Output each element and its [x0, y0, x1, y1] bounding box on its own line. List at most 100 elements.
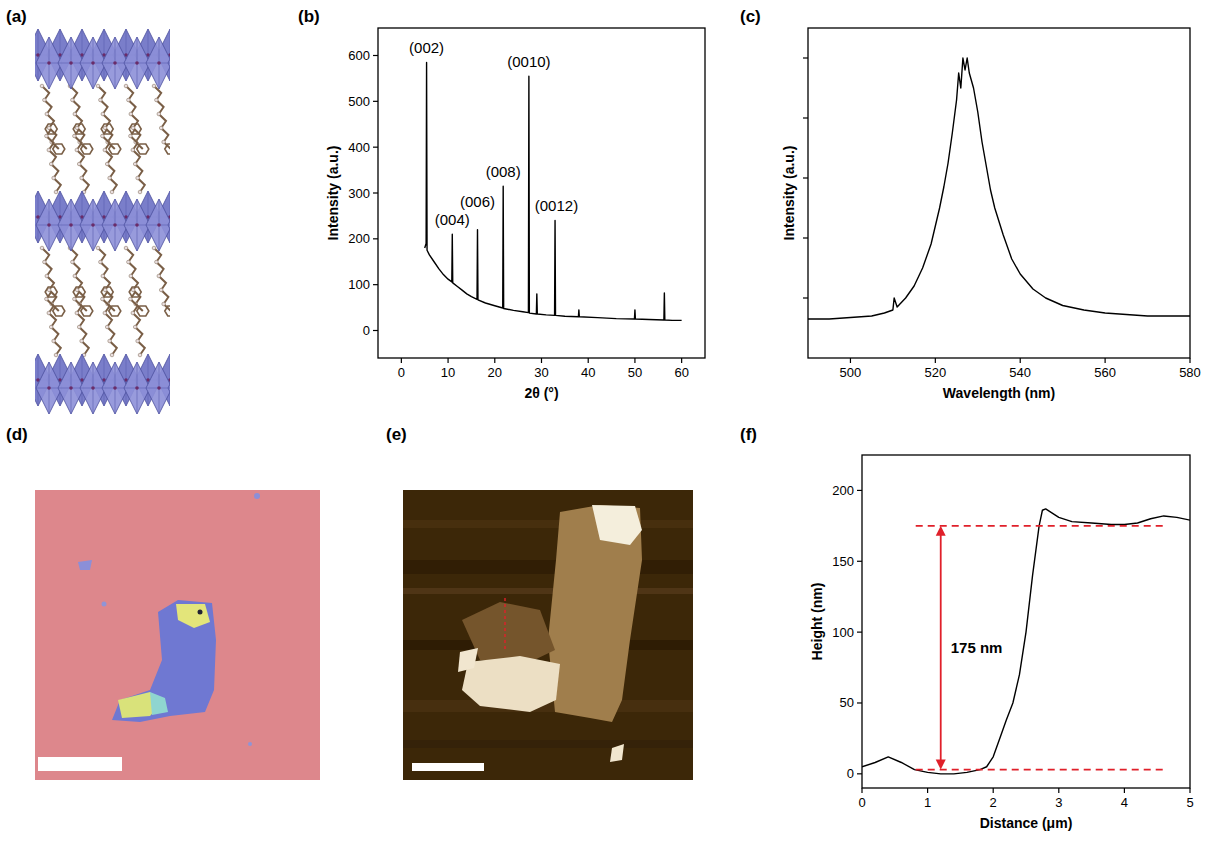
- atom: [129, 134, 133, 138]
- octahedron-edge: [168, 225, 170, 226]
- x-tick: [634, 358, 635, 363]
- scan-line: [403, 560, 693, 574]
- y-tick: [373, 238, 378, 239]
- octahedron: [146, 362, 170, 414]
- atom: [40, 246, 44, 250]
- octahedron: [168, 37, 170, 89]
- x-tick: [494, 358, 495, 363]
- organic-ring: [53, 144, 65, 154]
- atom: [75, 148, 79, 152]
- x-tick: [1189, 358, 1190, 363]
- atom: [162, 140, 166, 144]
- peak-label: (0012): [535, 197, 578, 214]
- organic-chain: [130, 292, 144, 355]
- flake-thick: [462, 656, 560, 712]
- x-tick-label: 540: [1009, 365, 1031, 380]
- particle: [610, 744, 624, 762]
- atom: [101, 297, 105, 301]
- atom: [152, 246, 156, 250]
- scale-bar: [412, 763, 484, 771]
- y-tick-label: 200: [832, 483, 854, 498]
- organic-ring: [129, 124, 141, 134]
- optical-image: [35, 490, 320, 780]
- organic-chain: [102, 292, 116, 355]
- atom: [129, 297, 133, 301]
- figure: (a)(b)(c)(d)(e)(f)0102030405060010020030…: [0, 0, 1208, 841]
- y-tick-label: 100: [832, 625, 854, 640]
- atom: [77, 162, 81, 166]
- organic-ring: [53, 306, 65, 316]
- flake: [112, 600, 216, 722]
- x-tick: [1058, 788, 1059, 793]
- octahedron: [146, 199, 170, 251]
- atom: [43, 98, 47, 102]
- y-tick-label: 400: [348, 140, 370, 155]
- flake: [548, 505, 642, 722]
- atom: [49, 162, 53, 166]
- atom: [127, 260, 131, 264]
- panel-label: (a): [6, 7, 27, 26]
- atom: [110, 353, 114, 357]
- x-tick-label: 560: [1094, 365, 1116, 380]
- organic-ring: [73, 124, 85, 134]
- organic-chain: [74, 292, 88, 355]
- atom: [45, 112, 49, 116]
- metal-atom: [113, 386, 117, 390]
- atom: [108, 176, 112, 180]
- data-line: [425, 62, 682, 320]
- data-line: [862, 509, 1190, 774]
- atom: [96, 246, 100, 250]
- x-tick-label: 10: [441, 365, 455, 380]
- atom: [159, 288, 163, 292]
- metal-atom: [69, 223, 73, 227]
- plot-area: [808, 58, 1190, 319]
- atom: [105, 162, 109, 166]
- scan-line: [403, 520, 693, 528]
- y-tick-label: 200: [348, 231, 370, 246]
- x-tick: [850, 358, 851, 363]
- organic-ring: [101, 287, 113, 297]
- metal-atom: [135, 386, 139, 390]
- organic-ring: [109, 144, 121, 154]
- y-tick-label: 0: [363, 323, 370, 338]
- atom: [129, 274, 133, 278]
- x-tick-label: 5: [1186, 795, 1193, 810]
- atom: [155, 260, 159, 264]
- metal-atom: [69, 61, 73, 65]
- panel-label: (d): [6, 425, 28, 444]
- metal-atom: [157, 386, 161, 390]
- y-tick: [803, 57, 808, 58]
- speck: [254, 493, 260, 499]
- atom: [138, 353, 142, 357]
- atom: [96, 84, 100, 88]
- annotation: 175 nm: [951, 639, 1003, 656]
- x-tick-label: 50: [628, 365, 642, 380]
- atom: [133, 325, 137, 329]
- atom: [101, 112, 105, 116]
- x-tick-label: 500: [840, 365, 862, 380]
- x-tick-label: 4: [1121, 795, 1128, 810]
- y-tick-label: 500: [348, 94, 370, 109]
- atom: [136, 339, 140, 343]
- scan-line: [403, 740, 693, 748]
- atom: [124, 84, 128, 88]
- metal-atom: [91, 386, 95, 390]
- flake-thick: [458, 648, 478, 672]
- x-tick-label: 520: [924, 365, 946, 380]
- atom: [159, 126, 163, 130]
- x-tick: [1020, 358, 1021, 363]
- organic-ring: [165, 144, 170, 154]
- atom: [110, 190, 114, 194]
- peak-label: (0010): [507, 53, 550, 70]
- y-tick-label: 100: [348, 277, 370, 292]
- atom: [75, 311, 79, 315]
- y-tick: [857, 702, 862, 703]
- organic-chain: [46, 129, 60, 192]
- atom: [101, 134, 105, 138]
- x-tick: [1105, 358, 1106, 363]
- atom: [40, 84, 44, 88]
- organic-chain: [130, 129, 144, 192]
- y-tick-label: 50: [840, 695, 854, 710]
- plot-frame: [378, 28, 705, 358]
- profile-line: [504, 598, 505, 652]
